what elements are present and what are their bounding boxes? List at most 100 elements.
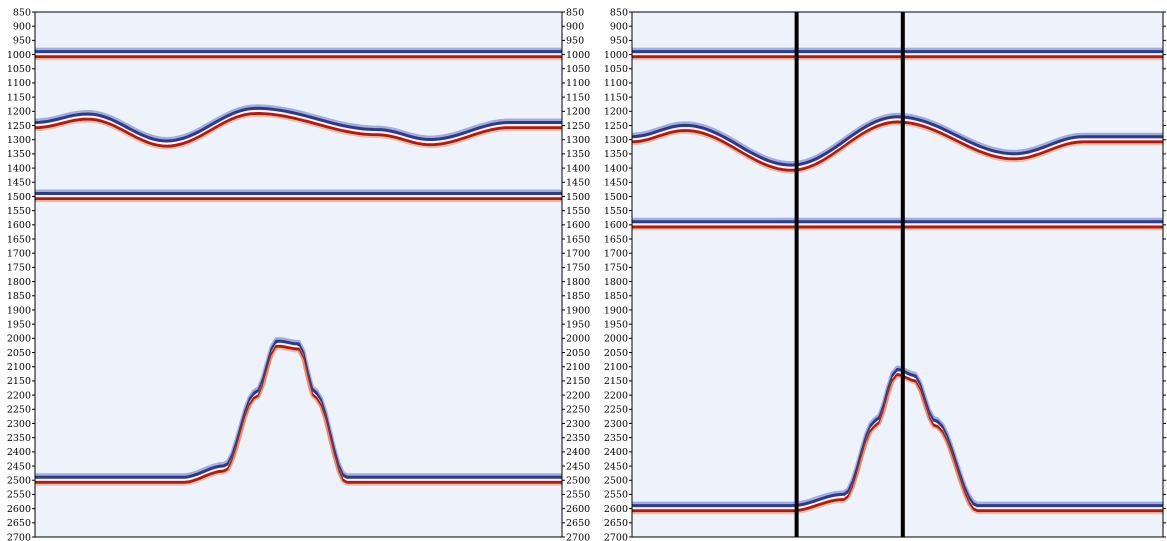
tick-label-left: 850 xyxy=(13,7,31,18)
tick-label-left: 1100 xyxy=(604,78,628,89)
reflector-3 xyxy=(35,189,562,203)
tick-label-left: 1400 xyxy=(7,163,31,174)
reflector-4-band-3 xyxy=(35,343,562,481)
tick-label-left: 1750 xyxy=(604,263,628,274)
tick-label-left: 1200 xyxy=(604,107,628,118)
tick-label-right: 2100 xyxy=(566,362,590,373)
reflector-2-band-5 xyxy=(631,123,1163,174)
tick-label-left: 1050 xyxy=(7,64,31,75)
tick-label-left: 1500 xyxy=(604,192,628,203)
tick-label-left: 2600 xyxy=(7,504,31,515)
tick-label-right: 1350 xyxy=(566,149,590,160)
tick-label-left: 1450 xyxy=(7,178,31,189)
tick-label-right: 1750 xyxy=(566,263,590,274)
tick-label-left: 2150 xyxy=(604,376,628,387)
tick-label-left: 1350 xyxy=(7,149,31,160)
tick-label-left: 2450 xyxy=(604,461,628,472)
tick-label-left: 900 xyxy=(13,21,31,32)
tick-label-right: 1400 xyxy=(566,163,590,174)
tick-label-left: 1850 xyxy=(7,291,31,302)
reflector-4-band-5 xyxy=(35,347,562,486)
tick-label-right: 2700 xyxy=(566,532,590,541)
tick-label-right: 2150 xyxy=(566,376,590,387)
tick-label-left: 2300 xyxy=(604,419,628,430)
tick-label-left: 2450 xyxy=(7,461,31,472)
tick-label-right: 2000 xyxy=(566,334,590,345)
tick-label-left: 1800 xyxy=(604,277,628,288)
tick-label-left: 1050 xyxy=(604,64,628,75)
tick-label-left: 1650 xyxy=(604,234,628,245)
reflector-2-band-4 xyxy=(631,120,1163,172)
tick-label-left: 950 xyxy=(610,36,628,47)
tick-label-left: 2100 xyxy=(7,362,31,373)
reflector-1 xyxy=(35,47,562,61)
reflector-3 xyxy=(632,217,1163,231)
tick-label-right: 2200 xyxy=(566,390,590,401)
tick-label-left: 2250 xyxy=(604,405,628,416)
tick-label-right: 1900 xyxy=(566,305,590,316)
tick-label-right: 1500 xyxy=(566,192,590,203)
tick-label-left: 2000 xyxy=(7,334,31,345)
tick-label-right: 1650 xyxy=(566,234,590,245)
tick-label-right: 2350 xyxy=(566,433,590,444)
tick-label-right: 1550 xyxy=(566,206,590,217)
tick-label-left: 2000 xyxy=(604,334,628,345)
tick-label-right: 1150 xyxy=(566,92,590,103)
tick-label-left: 900 xyxy=(610,21,628,32)
tick-label-right: 1450 xyxy=(566,178,590,189)
reflector-4-band-2 xyxy=(35,339,562,479)
tick-label-left: 1250 xyxy=(604,121,628,132)
tick-label-left: 1600 xyxy=(604,220,628,231)
reflector-4 xyxy=(632,365,1163,515)
reflector-1 xyxy=(632,47,1163,61)
tick-label-left: 1700 xyxy=(604,249,628,260)
tick-label-right: 900 xyxy=(566,21,584,32)
tick-label-left: 850 xyxy=(610,7,628,18)
tick-label-left: 1550 xyxy=(7,206,31,217)
reflector-2-band-5 xyxy=(34,114,562,150)
tick-label-right: 1300 xyxy=(566,135,590,146)
tick-label-left: 1000 xyxy=(604,50,628,61)
tick-label-right: 2650 xyxy=(566,518,590,529)
tick-label-left: 2200 xyxy=(7,390,31,401)
reflector-4-band-4 xyxy=(632,373,1163,513)
tick-label-right: 1600 xyxy=(566,220,590,231)
tick-label-right: 2250 xyxy=(566,405,590,416)
tick-label-right: 2600 xyxy=(566,504,590,515)
tick-label-left: 2650 xyxy=(604,518,628,529)
tick-label-right: 1100 xyxy=(566,78,590,89)
tick-label-left: 1200 xyxy=(7,107,31,118)
tick-label-left: 2550 xyxy=(604,490,628,501)
tick-label-left: 2300 xyxy=(7,419,31,430)
tick-label-right: 2300 xyxy=(566,419,590,430)
tick-label-left: 2650 xyxy=(7,518,31,529)
reflector-2-band-4 xyxy=(34,112,562,148)
tick-label-left: 950 xyxy=(13,36,31,47)
tick-label-left: 1900 xyxy=(604,305,628,316)
tick-label-left: 2050 xyxy=(7,348,31,359)
tick-label-left: 2350 xyxy=(7,433,31,444)
tick-label-left: 1600 xyxy=(7,220,31,231)
reflector-2-band-2 xyxy=(631,115,1163,167)
tick-label-left: 2250 xyxy=(7,405,31,416)
tick-label-right: 1000 xyxy=(566,50,590,61)
tick-label-left: 1100 xyxy=(7,78,31,89)
tick-label-left: 1950 xyxy=(7,319,31,330)
tick-label-left: 1800 xyxy=(7,277,31,288)
plot-background xyxy=(35,12,562,537)
tick-label-left: 2150 xyxy=(7,376,31,387)
tick-label-left: 2550 xyxy=(7,490,31,501)
tick-label-left: 1700 xyxy=(7,249,31,260)
tick-label-left: 2400 xyxy=(604,447,628,458)
tick-label-left: 2400 xyxy=(7,447,31,458)
plot-background xyxy=(632,12,1163,537)
tick-label-right: 1200 xyxy=(566,107,590,118)
tick-label-right: 850 xyxy=(566,7,584,18)
reflector-4-band-3 xyxy=(632,371,1163,510)
tick-label-left: 1300 xyxy=(7,135,31,146)
tick-label-left: 2050 xyxy=(604,348,628,359)
reflector-4-band-2 xyxy=(632,367,1163,508)
tick-label-left: 2500 xyxy=(7,476,31,487)
reflector-4 xyxy=(35,337,562,486)
